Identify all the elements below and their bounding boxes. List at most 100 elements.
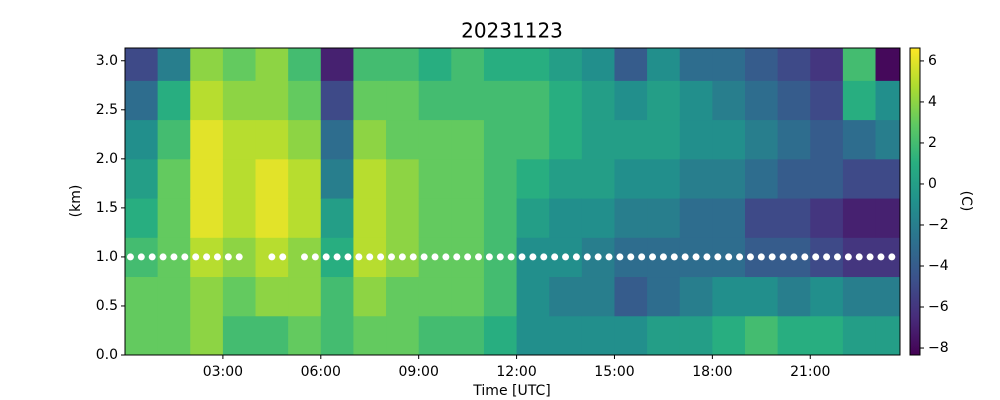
heat-cell xyxy=(647,80,681,121)
marker-dot xyxy=(398,253,406,261)
marker-dot xyxy=(507,253,515,261)
marker-dot xyxy=(801,253,809,261)
heat-cell xyxy=(451,198,485,238)
marker-dot xyxy=(518,253,526,261)
heat-cell xyxy=(516,315,550,356)
heat-cell xyxy=(353,198,387,238)
heat-cell xyxy=(222,80,257,121)
heat-cell xyxy=(418,48,452,81)
heat-cell xyxy=(125,119,159,160)
y-tick-label: 3.0 xyxy=(96,53,118,69)
heat-cell xyxy=(842,158,877,199)
heat-cell xyxy=(777,48,811,81)
heat-cell xyxy=(288,119,322,160)
marker-dot xyxy=(855,253,863,261)
marker-dot xyxy=(409,253,417,261)
heat-cell xyxy=(712,48,746,81)
heat-cell xyxy=(320,48,354,81)
y-tick-label: 1.0 xyxy=(96,249,118,265)
marker-dot xyxy=(823,253,831,261)
heat-cell xyxy=(549,158,583,199)
heat-cell xyxy=(483,198,518,238)
marker-dot xyxy=(170,253,178,261)
marker-dot xyxy=(627,253,635,261)
heat-cell xyxy=(745,48,779,81)
heat-cell xyxy=(483,48,518,81)
x-axis-label: Time [UTC] xyxy=(472,383,550,399)
heat-cell xyxy=(483,80,518,121)
heat-cell xyxy=(516,158,550,199)
heat-cell xyxy=(712,276,746,317)
heat-cell xyxy=(451,48,485,81)
heat-cell xyxy=(875,119,901,160)
x-tick-label: 03:00 xyxy=(203,364,243,380)
heat-cell xyxy=(842,80,877,121)
heat-cell xyxy=(451,315,485,356)
heat-cell xyxy=(549,198,583,238)
heat-cell xyxy=(255,48,289,81)
heat-cell xyxy=(451,80,485,121)
heat-cell xyxy=(157,80,191,121)
heat-cell xyxy=(712,198,746,238)
marker-dot xyxy=(420,253,428,261)
x-tick-label: 12:00 xyxy=(496,364,536,380)
heat-cell xyxy=(386,48,420,81)
marker-dot xyxy=(126,253,134,261)
marker-dot xyxy=(790,253,798,261)
marker-dot xyxy=(148,253,156,261)
heat-cell xyxy=(320,198,354,238)
heat-cell xyxy=(353,315,387,356)
y-tick-label: 2.5 xyxy=(96,102,118,118)
marker-dot xyxy=(572,253,580,261)
marker-dot xyxy=(540,253,548,261)
heat-cell xyxy=(255,80,289,121)
marker-dot xyxy=(562,253,570,261)
heat-cell xyxy=(418,80,452,121)
marker-dot xyxy=(529,253,537,261)
marker-dot xyxy=(714,253,722,261)
marker-dot xyxy=(224,253,232,261)
heat-cell xyxy=(418,315,452,356)
heat-cell xyxy=(679,158,713,199)
heat-cell xyxy=(679,276,713,317)
heat-cell xyxy=(679,48,713,81)
marker-dot xyxy=(300,253,308,261)
heat-cell xyxy=(157,158,191,199)
heat-cell xyxy=(647,48,681,81)
heat-cell xyxy=(549,80,583,121)
heat-cell xyxy=(255,198,289,238)
heat-cell xyxy=(614,80,648,121)
heat-cell xyxy=(222,198,257,238)
marker-dot xyxy=(431,253,439,261)
marker-dot xyxy=(213,253,221,261)
heat-cell xyxy=(190,198,224,238)
heat-cell xyxy=(777,80,811,121)
heat-cell xyxy=(125,48,159,81)
heat-cell xyxy=(451,276,485,317)
marker-dot xyxy=(279,253,287,261)
heat-cell xyxy=(288,80,322,121)
heat-cell xyxy=(288,315,322,356)
heat-cell xyxy=(320,119,354,160)
chart-title: 20231123 xyxy=(461,19,563,43)
heat-cell xyxy=(353,119,387,160)
heat-cell xyxy=(581,48,615,81)
heat-cell xyxy=(255,315,289,356)
marker-dot xyxy=(464,253,472,261)
colorbar-tick-label: 2 xyxy=(928,135,937,151)
heat-cell xyxy=(679,80,713,121)
heat-cell xyxy=(745,198,779,238)
marker-dot xyxy=(551,253,559,261)
heat-cell xyxy=(679,119,713,160)
marker-dot xyxy=(605,253,613,261)
heat-cell xyxy=(190,48,224,81)
heat-cell xyxy=(516,276,550,317)
colorbar-tick-label: −8 xyxy=(928,340,949,356)
heat-cell xyxy=(255,276,289,317)
heat-cell xyxy=(451,119,485,160)
heat-cell xyxy=(712,158,746,199)
marker-dot xyxy=(235,253,243,261)
marker-dot xyxy=(866,253,874,261)
marker-dot xyxy=(159,253,167,261)
heat-cell xyxy=(679,198,713,238)
